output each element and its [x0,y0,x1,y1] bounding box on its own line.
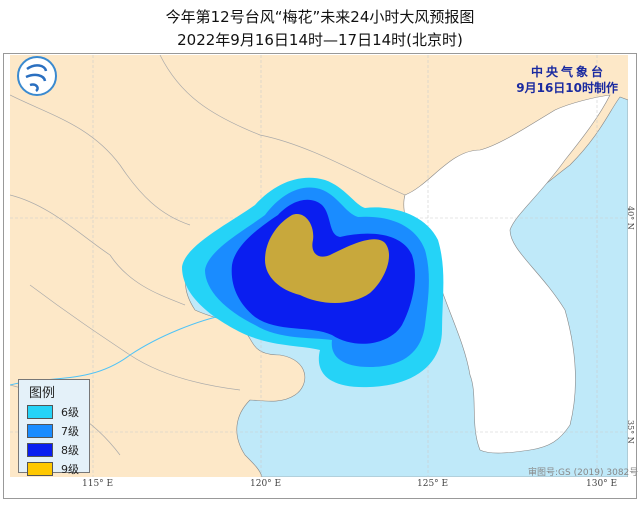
legend-swatch [27,462,53,476]
map-title: 今年第12号台风“梅花”未来24小时大风预报图 [165,8,475,26]
legend-title: 图例 [29,386,56,401]
legend-item-7: 7级 [27,423,89,439]
graticule [10,55,628,477]
legend-item-8: 8级 [27,442,89,458]
wind-9-area [265,214,390,303]
lon-label: 120° E [250,479,282,489]
lat-label: 35° N [626,420,635,444]
lon-label: 130° E [586,479,618,489]
wind-forecast-map [10,55,628,477]
map-frame [3,53,637,499]
lat-label: 40° N [626,206,635,230]
agency-name: 中央气象台 [530,65,606,79]
lon-label: 125° E [417,479,449,489]
legend-swatch [27,405,53,419]
legend-swatch [27,424,53,438]
legend-item-9: 9级 [27,461,89,477]
legend-item-6: 6级 [27,404,89,420]
legend: 图例 6级 7级 8级 9级 [18,379,90,476]
lon-label: 115° E [82,479,114,489]
logo [17,56,57,96]
legend-swatch [27,443,53,457]
korea [403,94,611,454]
map-subtitle: 2022年9月16日14时—17日14时(北京时) [177,31,463,49]
issue-time: 9月16日10时制作 [516,81,618,95]
approval-number: 审图号:GS (2019) 3082号 [528,468,639,478]
